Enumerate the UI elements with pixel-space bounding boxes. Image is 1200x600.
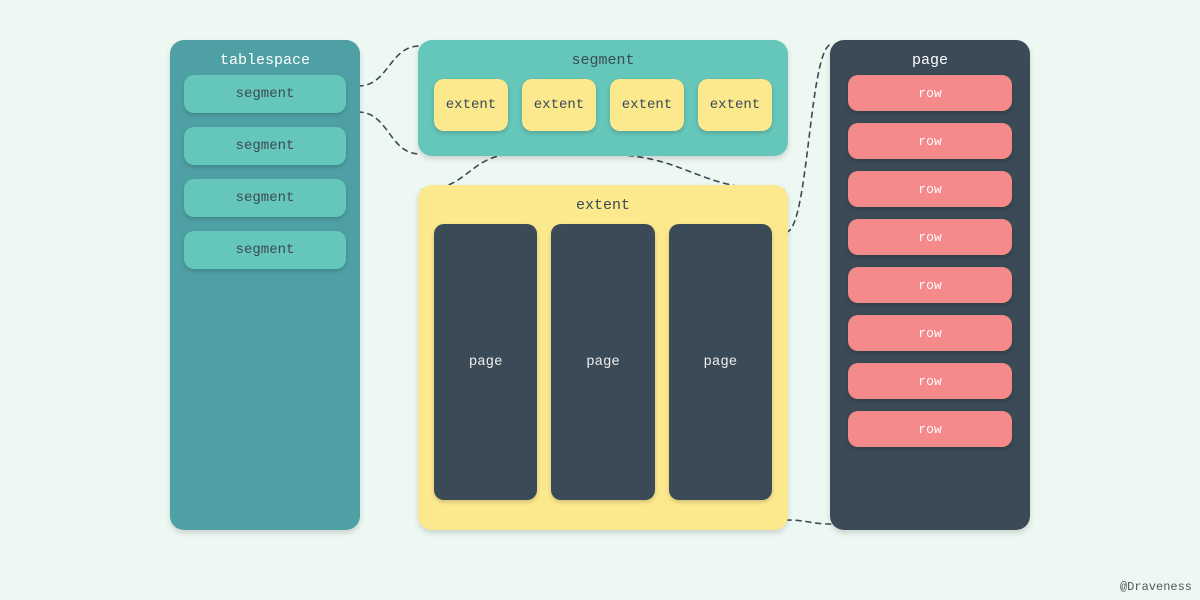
segment-item: segment bbox=[184, 231, 346, 269]
row-item: row bbox=[848, 411, 1012, 447]
segment-panel: segment extent extent extent extent bbox=[418, 40, 788, 156]
row-item: row bbox=[848, 171, 1012, 207]
row-item: row bbox=[848, 75, 1012, 111]
page-item: page bbox=[551, 224, 654, 500]
tablespace-items: segment segment segment segment bbox=[170, 75, 360, 269]
page-item: page bbox=[669, 224, 772, 500]
segment-item: segment bbox=[184, 127, 346, 165]
row-item: row bbox=[848, 363, 1012, 399]
segment-title: segment bbox=[418, 40, 788, 75]
credit-text: @Draveness bbox=[1120, 580, 1192, 594]
row-item: row bbox=[848, 219, 1012, 255]
page-items: row row row row row row row row bbox=[830, 75, 1030, 447]
extent-item: extent bbox=[610, 79, 684, 131]
segment-item: segment bbox=[184, 75, 346, 113]
row-item: row bbox=[848, 315, 1012, 351]
page-panel: page row row row row row row row row bbox=[830, 40, 1030, 530]
tablespace-panel: tablespace segment segment segment segme… bbox=[170, 40, 360, 530]
extent-item: extent bbox=[522, 79, 596, 131]
diagram-canvas: tablespace segment segment segment segme… bbox=[0, 0, 1200, 600]
extent-item: extent bbox=[698, 79, 772, 131]
page-title: page bbox=[830, 40, 1030, 75]
page-item: page bbox=[434, 224, 537, 500]
tablespace-title: tablespace bbox=[170, 40, 360, 75]
row-item: row bbox=[848, 123, 1012, 159]
extent-items: page page page bbox=[418, 220, 788, 500]
row-item: row bbox=[848, 267, 1012, 303]
extent-panel: extent page page page bbox=[418, 185, 788, 530]
extent-title: extent bbox=[418, 185, 788, 220]
segment-items: extent extent extent extent bbox=[418, 75, 788, 131]
segment-item: segment bbox=[184, 179, 346, 217]
extent-item: extent bbox=[434, 79, 508, 131]
